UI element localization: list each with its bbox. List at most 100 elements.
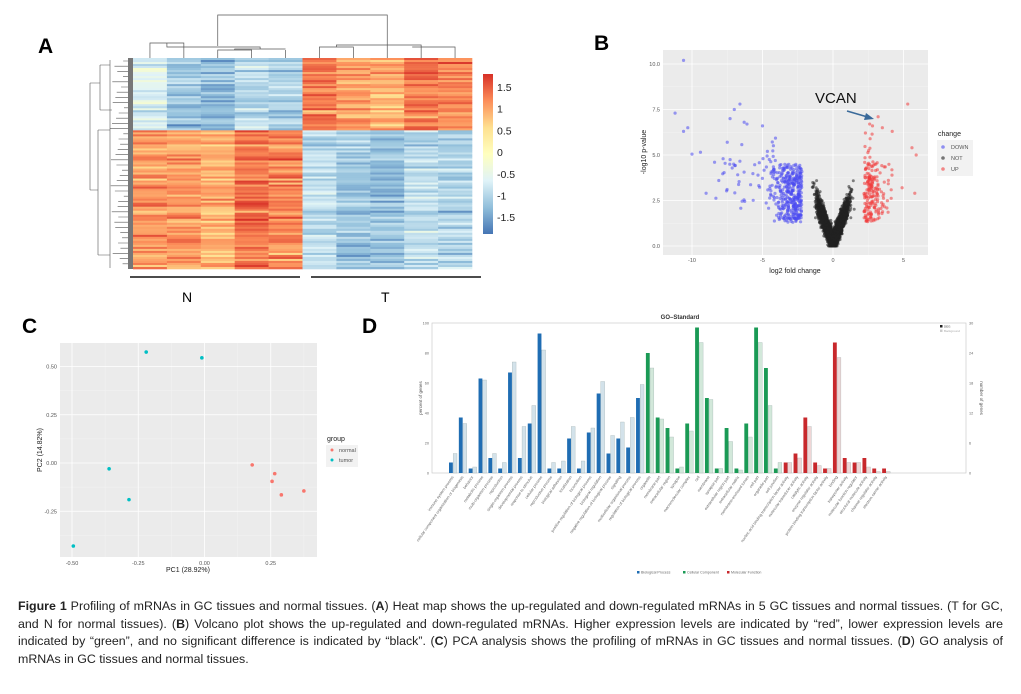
heatmap-cell xyxy=(336,186,371,189)
bar-deg xyxy=(744,423,749,473)
heatmap-cell xyxy=(268,158,303,161)
heatmap-cell xyxy=(234,76,269,79)
heatmap-cell xyxy=(302,114,337,117)
heatmap-cell xyxy=(370,224,405,228)
heatmap-cell xyxy=(404,204,439,208)
heatmap-cell xyxy=(268,156,303,159)
heatmap-cell xyxy=(336,166,371,169)
y2-tick-label: 12 xyxy=(969,412,973,416)
bar-deg xyxy=(714,468,719,473)
y-tick-label: 80 xyxy=(425,352,429,356)
heatmap-cell xyxy=(268,228,303,232)
point-down xyxy=(772,176,776,180)
heatmap-cell xyxy=(404,158,439,161)
point-down xyxy=(799,179,803,183)
point-not xyxy=(823,234,827,238)
heatmap-cell xyxy=(166,70,202,73)
heatmap-cell xyxy=(438,196,473,199)
bar-deg xyxy=(488,458,493,473)
heatmap-cell xyxy=(302,136,337,139)
point-up xyxy=(866,162,870,166)
heatmap-cell xyxy=(302,82,337,85)
heatmap-cell xyxy=(166,218,202,222)
heatmap-cell xyxy=(268,118,303,121)
point-up xyxy=(872,206,876,210)
heatmap-cell xyxy=(200,264,235,268)
heatmap-cell xyxy=(302,198,337,201)
heatmap-cell xyxy=(336,202,371,205)
point-up xyxy=(871,219,875,223)
heatmap-cell xyxy=(302,122,337,125)
heatmap-cell xyxy=(370,168,405,171)
heatmap-cell xyxy=(438,64,473,67)
heatmap-cell xyxy=(370,140,405,143)
heatmap-cell xyxy=(302,96,337,99)
heatmap-cell xyxy=(234,108,269,111)
heatmap-cell xyxy=(268,264,303,268)
heatmap-cell xyxy=(438,252,473,256)
heatmap-cell xyxy=(234,240,269,244)
heatmap-cell xyxy=(133,146,168,149)
heatmap-cell xyxy=(302,182,337,185)
legend-key-normal xyxy=(330,448,334,452)
point-down xyxy=(740,143,744,147)
heatmap-cell xyxy=(166,96,202,99)
heatmap-cell xyxy=(302,184,337,187)
heatmap-cell xyxy=(404,184,439,187)
heatmap-cell xyxy=(438,264,473,268)
heatmap-cell xyxy=(234,178,269,181)
heatmap-cell xyxy=(370,214,405,218)
heatmap-cell xyxy=(133,70,168,73)
point-not xyxy=(847,203,851,207)
heatmap-cell xyxy=(302,90,337,93)
heatmap-cell xyxy=(166,220,202,224)
heatmap-cell xyxy=(133,194,168,197)
heatmap-cell xyxy=(234,82,269,85)
point-down xyxy=(784,215,788,220)
heatmap-cell xyxy=(404,70,439,73)
heatmap-cell xyxy=(438,176,473,179)
bar-background xyxy=(649,367,655,474)
heatmap-cell xyxy=(302,130,337,133)
heatmap-cell xyxy=(133,84,168,87)
point-not xyxy=(833,226,836,230)
legend-label-background: Background xyxy=(944,329,960,333)
heatmap-cell xyxy=(234,138,269,141)
heatmap-cell xyxy=(438,194,473,197)
heatmap-cell xyxy=(268,160,303,163)
heatmap-cell xyxy=(404,118,439,121)
heatmap-cell xyxy=(438,160,473,163)
x-tick-label: cell xyxy=(693,475,701,483)
heatmap-cell xyxy=(268,182,303,185)
heatmap-cell xyxy=(133,60,168,63)
heatmap-cell xyxy=(268,62,303,65)
heatmap-cell xyxy=(234,144,269,147)
point-not xyxy=(817,217,820,220)
heatmap-cell xyxy=(133,130,168,133)
panel-label-c: C xyxy=(22,315,37,338)
heatmap-cell xyxy=(234,128,269,131)
point-up xyxy=(873,202,877,206)
heatmap-cell xyxy=(336,224,371,228)
heatmap-cell xyxy=(336,134,371,137)
heatmap-cell xyxy=(133,234,168,238)
point-down xyxy=(777,185,781,189)
heatmap-cell xyxy=(234,68,269,71)
heatmap-cell xyxy=(336,126,371,129)
point-not xyxy=(814,210,818,214)
point-not xyxy=(820,224,824,228)
heatmap-cell xyxy=(370,128,405,131)
heatmap-cell xyxy=(370,138,405,141)
point-down xyxy=(769,170,773,174)
heatmap-cell xyxy=(370,252,405,256)
legend-label: UP xyxy=(951,167,959,173)
point-not xyxy=(848,186,852,190)
heatmap-cell xyxy=(234,222,269,226)
heatmap-cell xyxy=(268,152,303,155)
heatmap-cell xyxy=(370,230,405,234)
heatmap-cell xyxy=(166,106,202,109)
heatmap-cell xyxy=(268,202,303,205)
heatmap-cell xyxy=(166,196,202,199)
heatmap-cell xyxy=(302,108,337,111)
